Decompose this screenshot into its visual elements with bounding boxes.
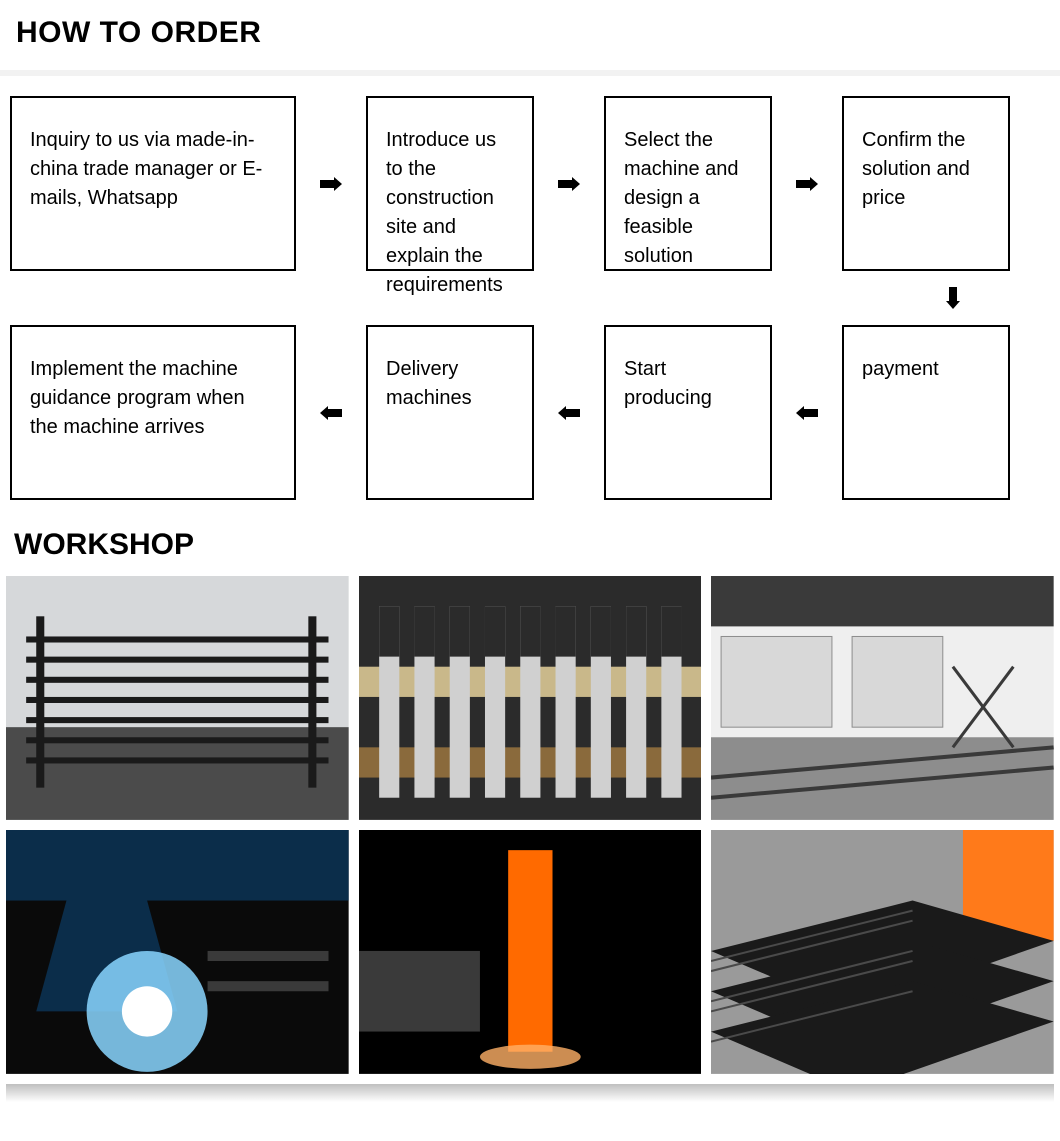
workshop-image-heat-treatment [359,830,702,1074]
workshop-image-pipes-rack [6,576,349,820]
arrow-right-icon [772,177,842,191]
flow-step-text: Confirm the solution and price [862,126,990,213]
flow-step-text: Select the machine and design a feasible… [624,126,752,271]
arrow-right-icon [534,177,604,191]
flow-step-text: Implement the machine guidance program w… [30,355,276,442]
arrow-right-icon [296,177,366,191]
flow-step-implement: Implement the machine guidance program w… [10,325,296,500]
arrow-left-icon [772,406,842,420]
arrow-down-icon [946,287,960,309]
workshop-image-bundled-rods [711,830,1054,1074]
flow-row-2: Implement the machine guidance program w… [10,325,1050,500]
flow-step-text: Delivery machines [386,355,514,413]
workshop-image-welding [6,830,349,1074]
workshop-image-shank-adapters [359,576,702,820]
how-to-order-heading: HOW TO ORDER [0,0,1060,70]
flow-step-confirm: Confirm the solution and price [842,96,1010,271]
flow-step-inquiry: Inquiry to us via made-in-china trade ma… [10,96,296,271]
flow-row-1: Inquiry to us via made-in-china trade ma… [10,96,1050,271]
flow-step-payment: payment [842,325,1010,500]
flow-step-text: Inquiry to us via made-in-china trade ma… [30,126,276,213]
workshop-heading: WORKSHOP [0,522,1060,576]
gallery-bottom-shadow [6,1084,1054,1102]
flow-step-text: payment [862,355,939,384]
order-flowchart: Inquiry to us via made-in-china trade ma… [0,76,1060,522]
flow-step-select: Select the machine and design a feasible… [604,96,772,271]
flow-step-introduce: Introduce us to the construction site an… [366,96,534,271]
flow-step-producing: Start producing [604,325,772,500]
workshop-image-cnc-floor [711,576,1054,820]
flow-step-text: Introduce us to the construction site an… [386,126,514,300]
flow-step-text: Start producing [624,355,752,413]
arrow-left-icon [296,406,366,420]
flow-vertical-connector [10,283,1050,313]
workshop-gallery [0,576,1060,1084]
flow-step-delivery: Delivery machines [366,325,534,500]
arrow-left-icon [534,406,604,420]
